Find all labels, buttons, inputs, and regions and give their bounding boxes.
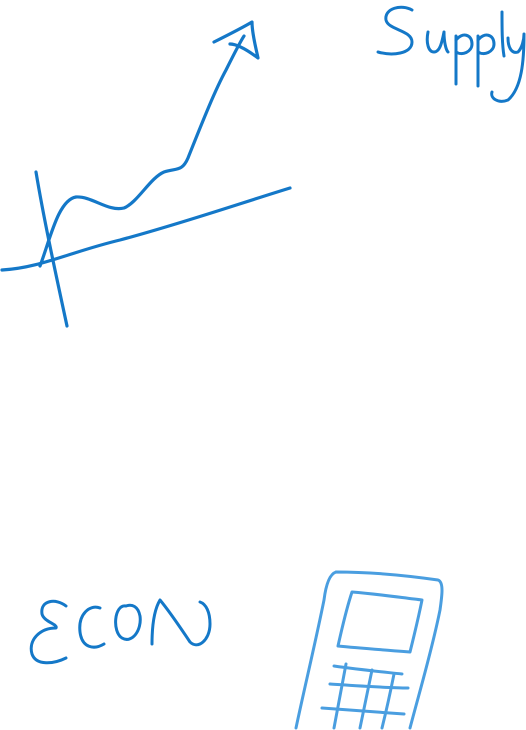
phone-sketch [294,570,444,730]
letter-u [425,30,450,54]
rising-curve [38,34,246,268]
letter-e [29,599,68,665]
letter-o [114,603,142,641]
keypad-row-3 [320,706,406,716]
letter-y [490,32,526,103]
econ-word [29,598,212,665]
phone-screen [336,590,424,654]
letter-p1 [454,33,474,86]
vertical-axis [34,170,69,328]
letter-l [500,10,506,58]
arrow-head [212,20,260,60]
letter-c [78,605,106,649]
phone-body [294,570,444,730]
letter-n [150,598,212,647]
keypad-row-2 [328,682,410,690]
keypad-col-3 [380,672,396,730]
horizontal-axis [0,186,292,272]
supply-word [376,5,526,103]
letter-s [376,5,414,56]
keypad-col-1 [332,662,348,730]
keypad-col-2 [358,668,374,730]
letter-p2 [476,33,496,88]
trend-graph [0,20,292,328]
